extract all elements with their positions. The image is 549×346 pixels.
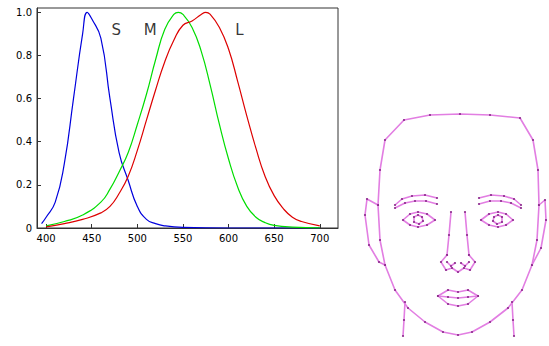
svg-text:0.4: 0.4 bbox=[16, 136, 32, 147]
svg-text:600: 600 bbox=[219, 233, 238, 244]
svg-text:0.2: 0.2 bbox=[16, 179, 32, 190]
svg-text:700: 700 bbox=[310, 233, 329, 244]
svg-text:0: 0 bbox=[26, 223, 32, 234]
svg-text:500: 500 bbox=[128, 233, 147, 244]
svg-text:1.0: 1.0 bbox=[16, 7, 32, 18]
svg-text:0.8: 0.8 bbox=[16, 50, 32, 61]
svg-text:M: M bbox=[144, 21, 157, 39]
svg-text:L: L bbox=[235, 21, 244, 39]
svg-text:0.6: 0.6 bbox=[16, 93, 32, 104]
svg-text:450: 450 bbox=[82, 233, 101, 244]
svg-text:400: 400 bbox=[37, 233, 56, 244]
svg-text:550: 550 bbox=[173, 233, 192, 244]
svg-text:S: S bbox=[112, 21, 122, 39]
svg-text:650: 650 bbox=[265, 233, 284, 244]
